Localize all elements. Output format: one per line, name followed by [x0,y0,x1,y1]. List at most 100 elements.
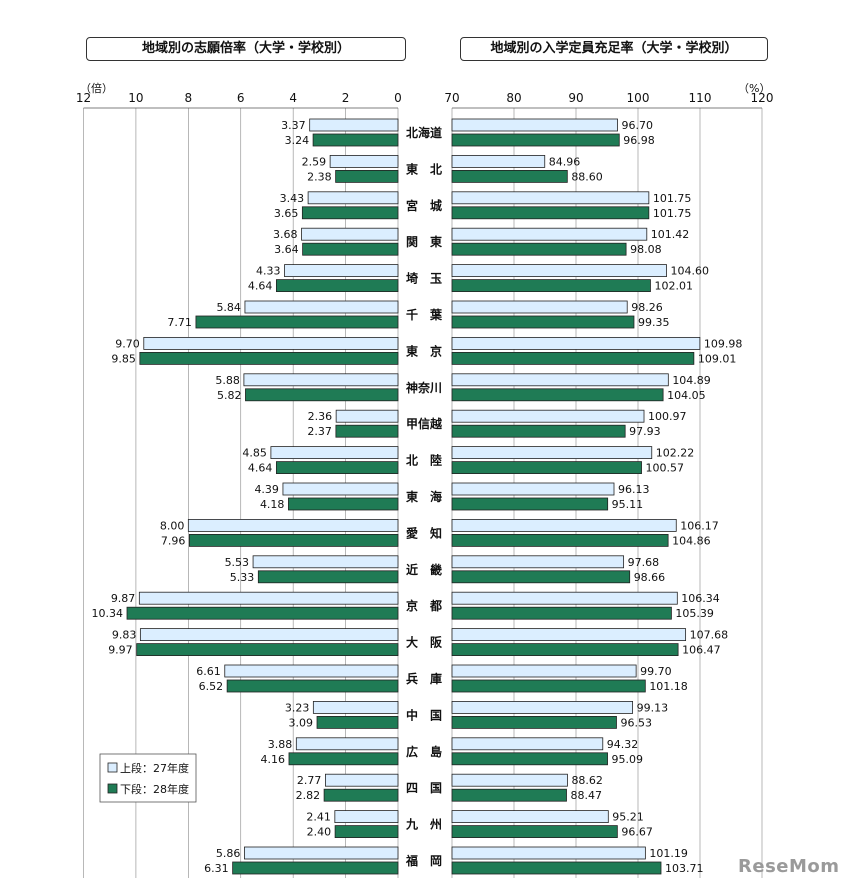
left-data-label: 9.83 [112,629,137,642]
left-tick-label: 10 [128,91,143,105]
left-bar-2015 [335,409,399,423]
right-tick-label: 70 [444,91,459,105]
left-bar-2015 [312,701,399,714]
left-data-label: 5.82 [217,389,242,402]
right-bar-2015 [451,519,677,532]
right-data-label: 101.75 [653,192,692,205]
right-bar-2015 [451,846,646,860]
left-tick-label: 4 [289,91,297,105]
left-data-label: 9.97 [108,644,133,657]
left-bar-2016 [312,133,399,147]
left-tick-label: 6 [237,91,245,105]
left-data-label: 7.71 [167,316,192,329]
left-bar-2015 [309,118,399,132]
right-data-label: 100.97 [648,410,687,423]
right-bar-2015 [451,118,618,132]
left-data-label: 9.70 [115,337,140,350]
category-label: 埼 玉 [406,271,442,286]
right-bar-2015 [451,737,604,751]
right-data-label: 101.18 [649,680,688,693]
right-data-label: 104.89 [672,374,711,387]
right-bar-2015 [451,154,546,168]
right-data-label: 88.62 [571,774,603,787]
right-bar-2015 [451,810,609,823]
right-bar-2016 [451,788,567,802]
left-bar-2015 [139,628,399,641]
right-bar-2016 [451,315,635,329]
right-data-label: 103.71 [665,862,704,875]
left-bar-2016 [232,861,399,875]
left-bar-2015 [295,737,399,751]
left-bar-2015 [244,300,399,314]
right-bar-2015 [451,482,615,496]
left-tick-label: 0 [394,91,402,105]
left-bar-2016 [257,570,399,584]
right-bar-2015 [451,664,637,678]
right-data-label: 100.57 [646,462,685,475]
left-data-label: 4.18 [260,498,285,511]
legend-swatch-2015 [107,762,118,773]
left-bar-2016 [335,424,399,438]
left-data-label: 6.52 [199,680,224,693]
left-tick-label: 12 [76,91,91,105]
right-data-label: 109.01 [698,352,737,365]
legend-box [99,753,197,803]
left-bar-2016 [316,716,399,729]
right-tick-label: 120 [751,91,774,105]
left-data-label: 4.64 [248,462,273,475]
right-bar-2015 [451,227,648,241]
category-label: 東 海 [406,489,442,504]
left-bar-2015 [307,191,399,205]
left-data-label: 3.37 [281,119,306,132]
right-data-label: 96.98 [623,134,655,147]
left-chart-title: 地域別の志願倍率（大学・学校別） [86,37,406,61]
left-bar-2016 [188,534,399,547]
right-bar-2015 [451,701,634,714]
right-data-label: 101.42 [651,228,690,241]
right-data-label: 101.19 [649,847,688,860]
right-data-label: 96.70 [622,119,654,132]
left-data-label: 4.85 [242,447,267,460]
left-bar-2016 [301,206,399,220]
right-bar-2016 [451,279,651,293]
left-data-label: 2.82 [296,789,321,802]
left-data-label: 3.24 [285,134,310,147]
right-data-label: 109.98 [704,337,743,350]
left-bar-2015 [270,446,399,460]
left-bar-2015 [244,846,399,860]
right-data-label: 94.32 [607,738,639,751]
left-data-label: 2.38 [307,170,332,183]
right-data-label: 95.21 [612,811,644,824]
left-tick-label: 8 [185,91,193,105]
right-bar-2016 [451,534,669,547]
legend-label-2015: 上段：27年度 [120,761,189,775]
right-bar-2015 [451,628,687,641]
left-data-label: 3.68 [273,228,298,241]
left-bar-2016 [245,388,399,402]
category-label: 東 京 [406,343,442,358]
right-bar-2015 [451,191,650,205]
right-data-label: 99.70 [640,665,672,678]
category-label: 兵 庫 [406,671,442,686]
right-data-label: 95.09 [612,753,644,766]
left-data-label: 2.40 [307,826,332,839]
left-bar-2015 [284,264,399,278]
right-data-label: 104.86 [672,534,711,547]
category-label: 広 島 [406,744,442,759]
right-chart-title: 地域別の入学定員充足率（大学・学校別） [460,37,768,61]
left-bar-2016 [195,315,399,329]
category-label: 愛 知 [406,525,442,540]
right-bar-2015 [451,591,678,605]
left-bar-2015 [282,482,399,496]
left-data-label: 9.87 [111,592,136,605]
right-bar-2016 [451,206,650,220]
left-bar-2015 [325,773,399,787]
right-data-label: 98.66 [634,571,666,584]
category-label: 大 阪 [406,635,443,650]
right-data-label: 88.47 [571,789,603,802]
category-label: 中 国 [406,707,442,722]
category-label: 北海道 [406,125,442,140]
right-bar-2016 [451,169,568,183]
left-data-label: 3.43 [280,192,305,205]
